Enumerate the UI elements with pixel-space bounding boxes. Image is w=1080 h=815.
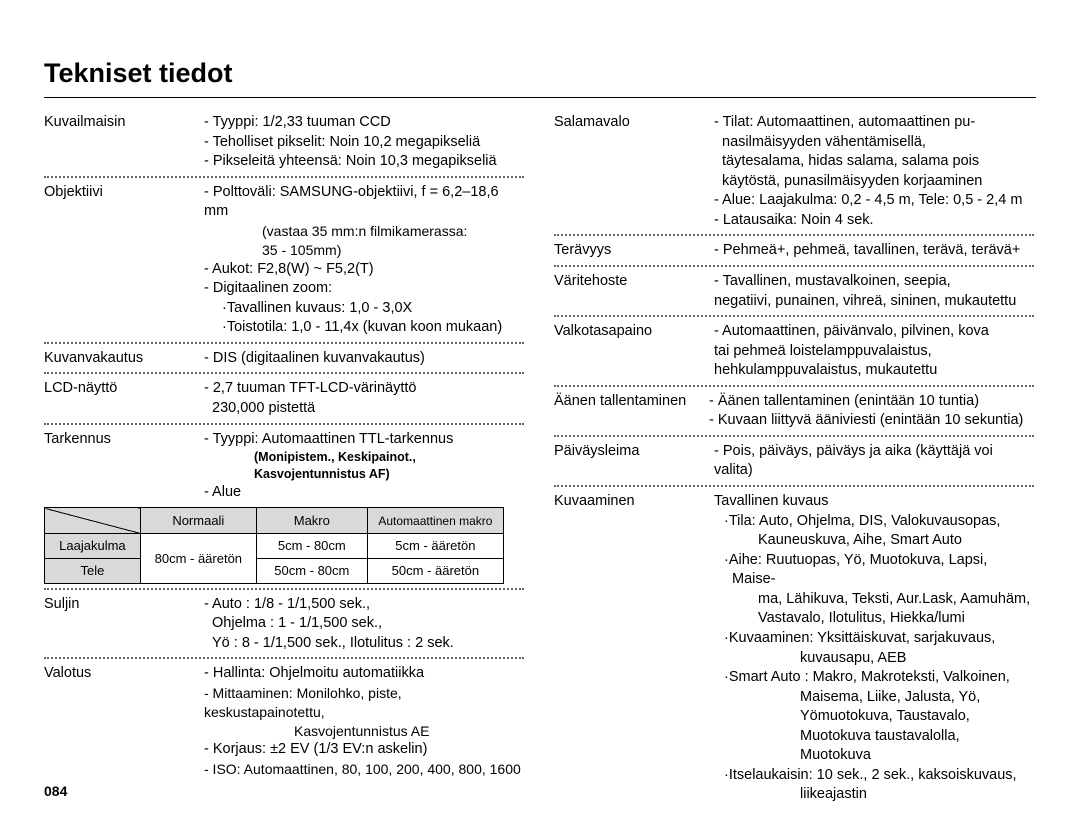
label-sensor: Kuvailmaisin [44, 113, 204, 172]
row-flash: Salamavalo - Tilat: Automaattinen, autom… [554, 112, 1034, 231]
row-focus: Tarkennus - Tyyppi: Automaattinen TTL-ta… [44, 429, 524, 504]
table-row: Tele 50cm - 80cm 50cm - ääretön [45, 558, 504, 583]
td-tele-makro: 50cm - 80cm [256, 558, 367, 583]
divider [44, 342, 524, 344]
row-sensor: Kuvailmaisin - Tyyppi: 1/2,33 tuuman CCD… [44, 112, 524, 173]
table-corner [45, 508, 141, 534]
val-effect: - Tavallinen, mustavalkoinen, seepia, ne… [714, 272, 1034, 311]
divider [554, 234, 1034, 236]
val-lcd: - 2,7 tuuman TFT-LCD-värinäyttö 230,000 … [204, 379, 524, 418]
th-automakro: Automaattinen makro [367, 508, 503, 534]
row-wb: Valkotasapaino - Automaattinen, päivänva… [554, 321, 1034, 382]
row-stabil: Kuvanvakautus - DIS (digitaalinen kuvanv… [44, 348, 524, 370]
label-effect: Väritehoste [554, 272, 714, 311]
val-focus: - Tyyppi: Automaattinen TTL-tarkennus (M… [204, 430, 524, 503]
val-sharp: - Pehmeä+, pehmeä, tavallinen, terävä, t… [714, 241, 1034, 261]
th-normal: Normaali [140, 508, 256, 534]
divider [44, 423, 524, 425]
page-number: 084 [44, 783, 67, 799]
td-normal: 80cm - ääretön [140, 534, 256, 583]
label-stabil: Kuvanvakautus [44, 349, 204, 369]
td-wide-auto: 5cm - ääretön [367, 534, 503, 559]
divider [554, 485, 1034, 487]
divider [554, 315, 1034, 317]
row-effect: Väritehoste - Tavallinen, mustavalkoinen… [554, 271, 1034, 312]
label-voice: Äänen tallentaminen [554, 392, 709, 431]
divider [554, 435, 1034, 437]
val-wb: - Automaattinen, päivänvalo, pilvinen, k… [714, 322, 1034, 381]
val-lens: - Polttoväli: SAMSUNG-objektiivi, f = 6,… [204, 183, 524, 338]
label-shoot: Kuvaaminen [554, 492, 714, 805]
focus-range-table: Normaali Makro Automaattinen makro Laaja… [44, 507, 504, 583]
label-lens: Objektiivi [44, 183, 204, 338]
divider [44, 588, 524, 590]
val-shutter: - Auto : 1/8 - 1/1,500 sek., Ohjelma : 1… [204, 595, 524, 654]
label-sharp: Terävyys [554, 241, 714, 261]
label-wb: Valkotasapaino [554, 322, 714, 381]
row-lcd: LCD-näyttö - 2,7 tuuman TFT-LCD-värinäyt… [44, 378, 524, 419]
divider [44, 372, 524, 374]
row-lens: Objektiivi - Polttoväli: SAMSUNG-objekti… [44, 182, 524, 339]
val-flash: - Tilat: Automaattinen, automaattinen pu… [714, 113, 1034, 230]
label-flash: Salamavalo [554, 113, 714, 230]
row-shutter: Suljin - Auto : 1/8 - 1/1,500 sek., Ohje… [44, 594, 524, 655]
right-column: Salamavalo - Tilat: Automaattinen, autom… [554, 112, 1034, 806]
divider [554, 265, 1034, 267]
row-voice: Äänen tallentaminen - Äänen tallentamine… [554, 391, 1034, 432]
divider [44, 657, 524, 659]
row-sharp: Terävyys - Pehmeä+, pehmeä, tavallinen, … [554, 240, 1034, 262]
th-makro: Makro [256, 508, 367, 534]
val-sensor: - Tyyppi: 1/2,33 tuuman CCD - Teholliset… [204, 113, 524, 172]
label-focus: Tarkennus [44, 430, 204, 503]
label-date: Päiväysleima [554, 442, 714, 481]
page-title: Tekniset tiedot [44, 58, 1036, 91]
columns-wrap: Kuvailmaisin - Tyyppi: 1/2,33 tuuman CCD… [44, 112, 1036, 806]
label-exposure: Valotus [44, 664, 204, 779]
val-shoot: Tavallinen kuvaus ·Tila: Auto, Ohjelma, … [714, 492, 1034, 805]
row-date: Päiväysleima - Pois, päiväys, päiväys ja… [554, 441, 1034, 482]
val-date: - Pois, päiväys, päiväys ja aika (käyttä… [714, 442, 1034, 481]
td-tele-auto: 50cm - ääretön [367, 558, 503, 583]
table-row: Laajakulma 80cm - ääretön 5cm - 80cm 5cm… [45, 534, 504, 559]
divider [44, 176, 524, 178]
divider [554, 385, 1034, 387]
row-shoot: Kuvaaminen Tavallinen kuvaus ·Tila: Auto… [554, 491, 1034, 806]
th-wide: Laajakulma [45, 534, 141, 559]
val-voice: - Äänen tallentaminen (enintään 10 tunti… [709, 392, 1034, 431]
left-column: Kuvailmaisin - Tyyppi: 1/2,33 tuuman CCD… [44, 112, 524, 806]
label-lcd: LCD-näyttö [44, 379, 204, 418]
th-tele: Tele [45, 558, 141, 583]
val-exposure: - Hallinta: Ohjelmoitu automatiikka - Mi… [204, 664, 524, 779]
row-exposure: Valotus - Hallinta: Ohjelmoitu automatii… [44, 663, 524, 780]
val-stabil: - DIS (digitaalinen kuvanvakautus) [204, 349, 524, 369]
td-wide-makro: 5cm - 80cm [256, 534, 367, 559]
title-rule [44, 97, 1036, 98]
table-row: Normaali Makro Automaattinen makro [45, 508, 504, 534]
label-shutter: Suljin [44, 595, 204, 654]
